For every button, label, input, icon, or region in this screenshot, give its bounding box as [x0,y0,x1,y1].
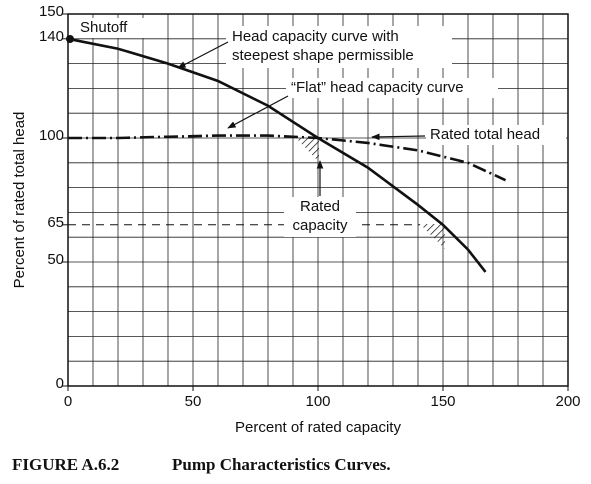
annotation: capacity [292,217,348,234]
annotation: steepest shape permissible [232,47,414,64]
label-bg [226,26,452,68]
y-axis-label: Percent of rated total head [11,112,28,289]
y-tick-label: 140 [39,28,64,45]
curve [68,134,507,182]
leader [371,133,426,141]
x-tick-label: 150 [430,393,455,410]
leader [227,95,289,129]
annotation: Shutoff [80,19,128,36]
hatch [420,224,445,249]
label-bg [74,18,144,38]
shutoff-point [66,35,74,43]
caption-figure: FIGURE A.6.2 [12,455,119,474]
annotation: Head capacity curve with [232,28,399,45]
label-bg [284,197,356,237]
annotation: Rated [300,198,340,215]
caption-title: Pump Characteristics Curves. [172,455,391,474]
y-tick-label: 50 [47,251,64,268]
x-tick-label: 100 [305,393,330,410]
leader [177,41,229,69]
x-tick-label: 0 [64,393,72,410]
x-axis-label: Percent of rated capacity [235,419,401,436]
label-bg [286,78,498,98]
x-tick-label: 200 [555,393,580,410]
y-tick-label: 0 [56,375,64,392]
y-tick-label: 150 [39,3,64,20]
y-tick-label: 65 [47,214,64,231]
label-bg [426,125,566,145]
annotation: “Flat” head capacity curve [291,79,464,96]
x-tick-label: 50 [185,393,202,410]
annotation: Rated total head [430,126,540,143]
y-tick-label: 100 [39,127,64,144]
hatch [296,138,319,162]
